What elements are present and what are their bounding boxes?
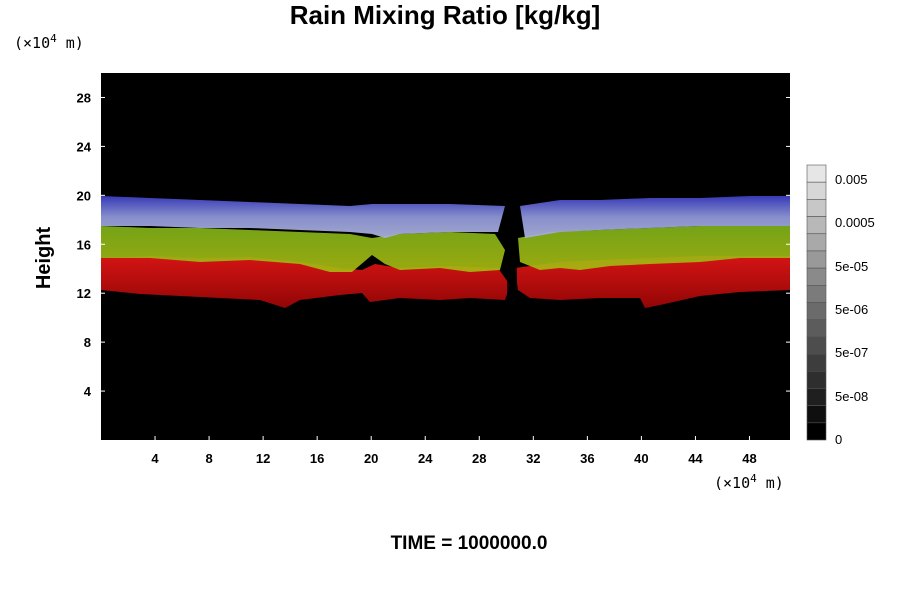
colorbar-cell bbox=[806, 319, 827, 338]
y-tick-label: 20 bbox=[77, 188, 91, 203]
chart-title: Rain Mixing Ratio [kg/kg] bbox=[290, 0, 601, 30]
colorbar-cell bbox=[806, 164, 827, 183]
y-axis-unit: (×104 m) bbox=[14, 32, 84, 52]
x-tick-label: 24 bbox=[418, 451, 433, 466]
x-tick-label: 4 bbox=[151, 451, 159, 466]
colorbar-label: 5e-05 bbox=[835, 259, 868, 274]
colorbar-cell bbox=[806, 250, 827, 269]
colorbar-cell bbox=[806, 405, 827, 424]
colorbar-cell bbox=[806, 370, 827, 389]
y-tick-label: 28 bbox=[77, 90, 91, 105]
colorbar bbox=[806, 164, 827, 441]
x-tick-label: 40 bbox=[634, 451, 648, 466]
x-tick-label: 28 bbox=[472, 451, 486, 466]
colorbar-label: 0.005 bbox=[835, 172, 868, 187]
y-tick-label: 8 bbox=[84, 335, 91, 350]
y-tick-label: 12 bbox=[77, 286, 91, 301]
x-tick-label: 8 bbox=[205, 451, 212, 466]
colorbar-label: 5e-06 bbox=[835, 302, 868, 317]
y-tick-label: 4 bbox=[84, 384, 92, 399]
x-tick-label: 16 bbox=[310, 451, 324, 466]
y-tick-label: 16 bbox=[77, 237, 91, 252]
colorbar-cell bbox=[806, 302, 827, 320]
colorbar-cell bbox=[806, 336, 827, 355]
x-axis-unit: (×104 m) bbox=[714, 472, 784, 492]
x-tick-label: 44 bbox=[688, 451, 703, 466]
colorbar-cell bbox=[806, 353, 827, 372]
colorbar-label: 0 bbox=[835, 432, 842, 447]
colorbar-cell bbox=[806, 267, 827, 286]
colorbar-label: 5e-07 bbox=[835, 345, 868, 360]
band-blue-white-right bbox=[520, 196, 790, 238]
colorbar-cell bbox=[806, 422, 827, 441]
colorbar-label: 5e-08 bbox=[835, 389, 868, 404]
x-axis-ticks: 4 8 12 16 20 24 28 32 36 40 44 48 bbox=[151, 436, 757, 466]
y-axis-ticks: 4 8 12 16 20 24 28 bbox=[77, 90, 790, 399]
y-axis-label: Height bbox=[33, 227, 55, 290]
colorbar-cell bbox=[806, 285, 827, 303]
colorbar-cell bbox=[806, 181, 827, 200]
colorbar-cell bbox=[806, 388, 827, 406]
x-tick-label: 12 bbox=[256, 451, 270, 466]
band-yellow-green-right bbox=[518, 226, 790, 270]
gap-dark bbox=[507, 205, 517, 300]
colorbar-cell bbox=[806, 216, 827, 235]
colorbar-cell bbox=[806, 233, 827, 252]
colorbar-cell bbox=[806, 199, 827, 217]
band-yellow-green bbox=[101, 226, 505, 272]
colorbar-label: 0.0005 bbox=[835, 215, 875, 230]
band-blue-white bbox=[101, 196, 505, 238]
heatmap-bands bbox=[101, 196, 790, 308]
x-tick-label: 36 bbox=[580, 451, 594, 466]
time-label: TIME = 1000000.0 bbox=[391, 533, 548, 554]
x-tick-label: 20 bbox=[364, 451, 378, 466]
x-tick-label: 32 bbox=[526, 451, 540, 466]
y-tick-label: 24 bbox=[77, 139, 92, 154]
colorbar-labels: 0.005 0.0005 5e-05 5e-06 5e-07 5e-08 0 bbox=[835, 172, 875, 447]
x-tick-label: 48 bbox=[742, 451, 756, 466]
